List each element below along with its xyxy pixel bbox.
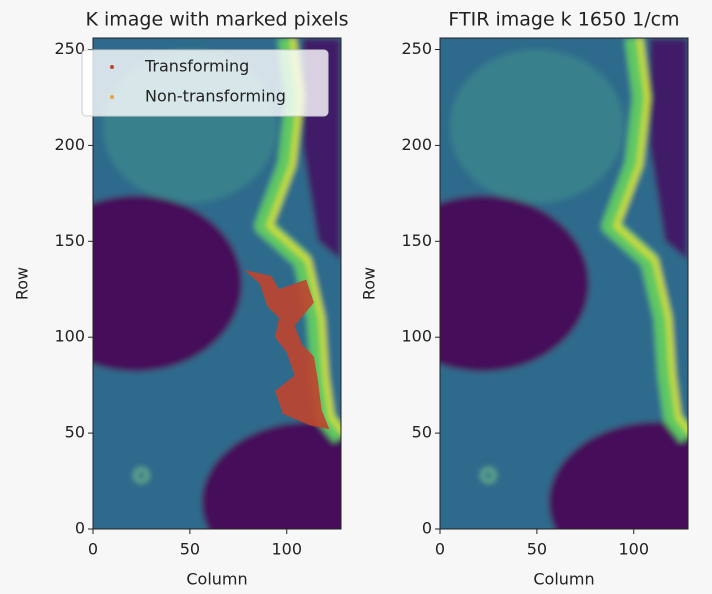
y-tick-label: 0 xyxy=(75,519,85,538)
y-tick-label: 150 xyxy=(401,231,432,250)
y-axis-label: Row xyxy=(13,267,32,300)
y-tick-label: 0 xyxy=(422,519,432,538)
lumen-bottom xyxy=(201,421,341,529)
x-tick-label: 100 xyxy=(618,540,649,559)
x-axis-label: Column xyxy=(186,570,247,589)
axes-frame xyxy=(92,37,342,530)
x-axis-label: Column xyxy=(533,570,594,589)
title: K image with marked pixels xyxy=(85,9,348,31)
legend-box xyxy=(81,49,329,117)
x-tick-label: 50 xyxy=(180,540,200,559)
y-tick-label: 150 xyxy=(54,231,85,250)
title: FTIR image k 1650 1/cm xyxy=(448,9,679,31)
y-tick-label: 100 xyxy=(401,327,432,346)
epithelium xyxy=(601,38,688,443)
x-tick-label: 100 xyxy=(271,540,302,559)
lumen xyxy=(93,195,243,372)
image xyxy=(93,38,341,529)
legend-label: Transforming xyxy=(144,57,249,76)
epithelium-edge xyxy=(266,38,341,434)
y-tick-label: 250 xyxy=(54,39,85,58)
legend-label: Non-transforming xyxy=(145,87,286,106)
legend-marker xyxy=(110,95,114,99)
y-tick-label: 50 xyxy=(412,423,432,442)
y-tick-label: 250 xyxy=(401,39,432,58)
epithelium-edge xyxy=(613,38,688,434)
y-tick-label: 200 xyxy=(401,135,432,154)
y-axis-label: Row xyxy=(360,267,379,300)
edge-dark xyxy=(649,38,688,261)
y-tick-label: 50 xyxy=(65,423,85,442)
axes-frame xyxy=(439,37,689,530)
epithelium xyxy=(254,38,341,443)
marked-pixels xyxy=(244,270,330,430)
y-tick-label: 200 xyxy=(54,135,85,154)
spot xyxy=(133,467,149,483)
lumen-bottom xyxy=(548,421,688,529)
x-tick-label: 0 xyxy=(88,540,98,559)
legend-marker xyxy=(110,65,114,69)
x-tick-label: 50 xyxy=(527,540,547,559)
y-tick-label: 100 xyxy=(54,327,85,346)
x-tick-label: 0 xyxy=(435,540,445,559)
lumen xyxy=(440,195,590,372)
tissue-light xyxy=(449,49,625,203)
image xyxy=(440,38,688,529)
image-content xyxy=(440,38,688,529)
spot xyxy=(480,467,496,483)
